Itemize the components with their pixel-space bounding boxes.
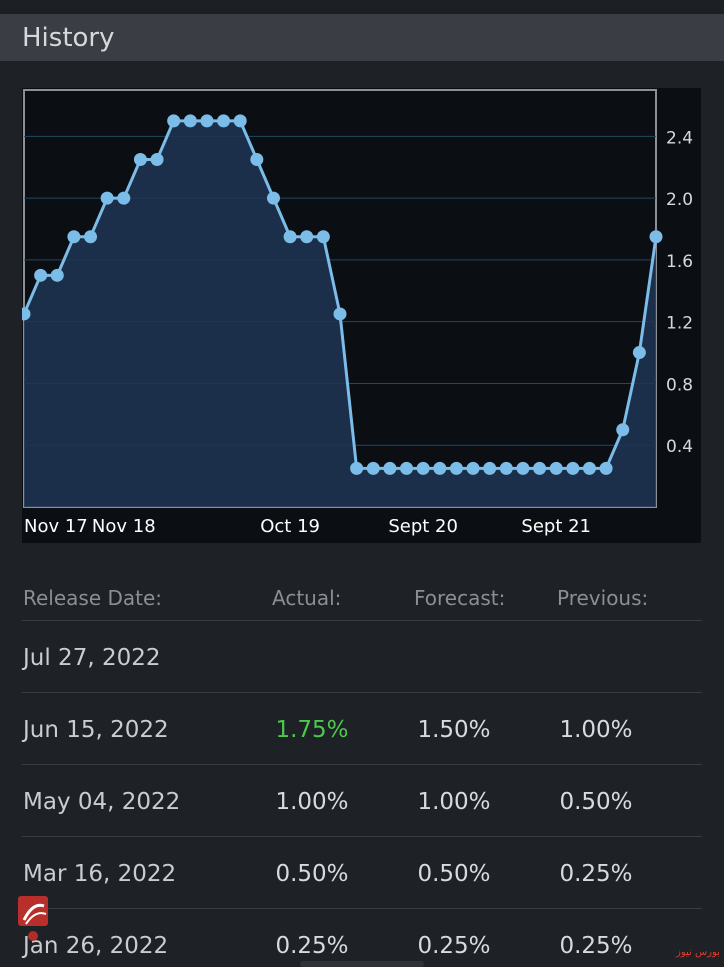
x-tick-label: Oct 19	[260, 516, 320, 537]
table-row[interactable]: Jul 27, 2022	[22, 621, 702, 693]
header-forecast: Forecast:	[414, 586, 506, 610]
watermark-brand-text: بورس نیوز	[676, 947, 720, 958]
data-point	[50, 268, 64, 282]
y-tick-label: 0.8	[666, 375, 693, 395]
row-actual: 0.50%	[275, 861, 349, 887]
data-point	[266, 191, 280, 205]
y-tick-label: 0.4	[666, 437, 693, 457]
row-previous: 1.00%	[559, 717, 633, 743]
history-table: Release Date: Actual: Forecast: Previous…	[0, 566, 724, 967]
row-date: Jan 26, 2022	[23, 933, 169, 959]
row-forecast: 0.50%	[417, 861, 491, 887]
data-point	[599, 461, 613, 475]
data-point	[250, 153, 264, 166]
scroll-indicator	[300, 961, 424, 967]
data-point	[150, 153, 164, 166]
row-forecast: 1.50%	[417, 717, 491, 743]
y-tick-label: 2.0	[666, 190, 693, 210]
y-tick-label: 1.6	[666, 252, 693, 272]
data-point	[117, 191, 131, 205]
data-point	[183, 114, 197, 128]
history-chart: 0.4 0.8 1.2 1.6 2.0 2.4 Nov 17 Nov 18 Oct 19 Sept…	[22, 88, 701, 543]
data-point	[333, 307, 347, 321]
data-point	[549, 461, 563, 475]
data-point	[200, 114, 214, 128]
status-strip	[0, 0, 724, 14]
row-previous: 0.25%	[559, 861, 633, 887]
row-forecast: 0.25%	[417, 933, 491, 959]
data-point	[67, 230, 81, 244]
row-previous: 0.50%	[559, 789, 633, 815]
data-point	[533, 461, 547, 475]
table-row[interactable]: Jun 15, 2022 1.75% 1.50% 1.00%	[22, 693, 702, 765]
data-point	[582, 461, 596, 475]
watermark-logo-icon	[18, 896, 48, 941]
row-forecast: 1.00%	[417, 789, 491, 815]
data-point	[316, 230, 330, 244]
data-point	[400, 461, 414, 475]
data-point	[383, 461, 397, 475]
history-header: History	[0, 14, 724, 61]
row-date: May 04, 2022	[23, 789, 181, 815]
y-tick-label: 2.4	[666, 128, 693, 148]
x-tick-label: Sept 21	[521, 516, 591, 537]
data-point	[483, 461, 497, 475]
header-previous: Previous:	[557, 586, 649, 610]
row-actual: 1.75%	[275, 717, 349, 743]
data-point	[616, 423, 630, 437]
data-point	[84, 230, 98, 244]
x-tick-label: Nov 18	[92, 516, 156, 537]
header-actual: Actual:	[272, 586, 342, 610]
data-point	[22, 307, 31, 321]
data-point	[350, 461, 364, 475]
data-point	[34, 268, 48, 282]
table-row[interactable]: Jan 26, 2022 0.25% 0.25% 0.25%	[22, 909, 702, 967]
data-point	[366, 461, 380, 475]
chart-svg: 0.4 0.8 1.2 1.6 2.0 2.4 Nov 17 Nov 18 Oct 19 Sept…	[22, 89, 693, 537]
data-point	[167, 114, 181, 128]
page-title: History	[22, 22, 115, 53]
table-row[interactable]: Mar 16, 2022 0.50% 0.50% 0.25%	[22, 837, 702, 909]
row-date: Jun 15, 2022	[23, 717, 169, 743]
data-point	[566, 461, 580, 475]
table-row[interactable]: May 04, 2022 1.00% 1.00% 0.50%	[22, 765, 702, 837]
data-point	[449, 461, 463, 475]
row-date: Mar 16, 2022	[23, 861, 177, 887]
data-point	[516, 461, 530, 475]
data-point	[217, 114, 231, 128]
x-tick-label: Nov 17	[24, 516, 88, 537]
data-point	[632, 346, 646, 360]
y-tick-label: 1.2	[666, 314, 693, 334]
row-previous: 0.25%	[559, 933, 633, 959]
row-actual: 1.00%	[275, 789, 349, 815]
x-tick-label: Sept 20	[388, 516, 458, 537]
data-point	[416, 461, 430, 475]
data-point	[233, 114, 247, 128]
header-release-date: Release Date:	[23, 586, 163, 610]
data-point	[133, 153, 147, 166]
row-actual: 0.25%	[275, 933, 349, 959]
data-point	[433, 461, 447, 475]
data-point	[100, 191, 114, 205]
data-point	[499, 461, 513, 475]
data-point	[283, 230, 297, 244]
table-header: Release Date: Actual: Forecast: Previous…	[22, 566, 702, 621]
data-point	[466, 461, 480, 475]
data-point	[649, 230, 663, 244]
row-date: Jul 27, 2022	[23, 645, 161, 671]
data-point	[300, 230, 314, 244]
